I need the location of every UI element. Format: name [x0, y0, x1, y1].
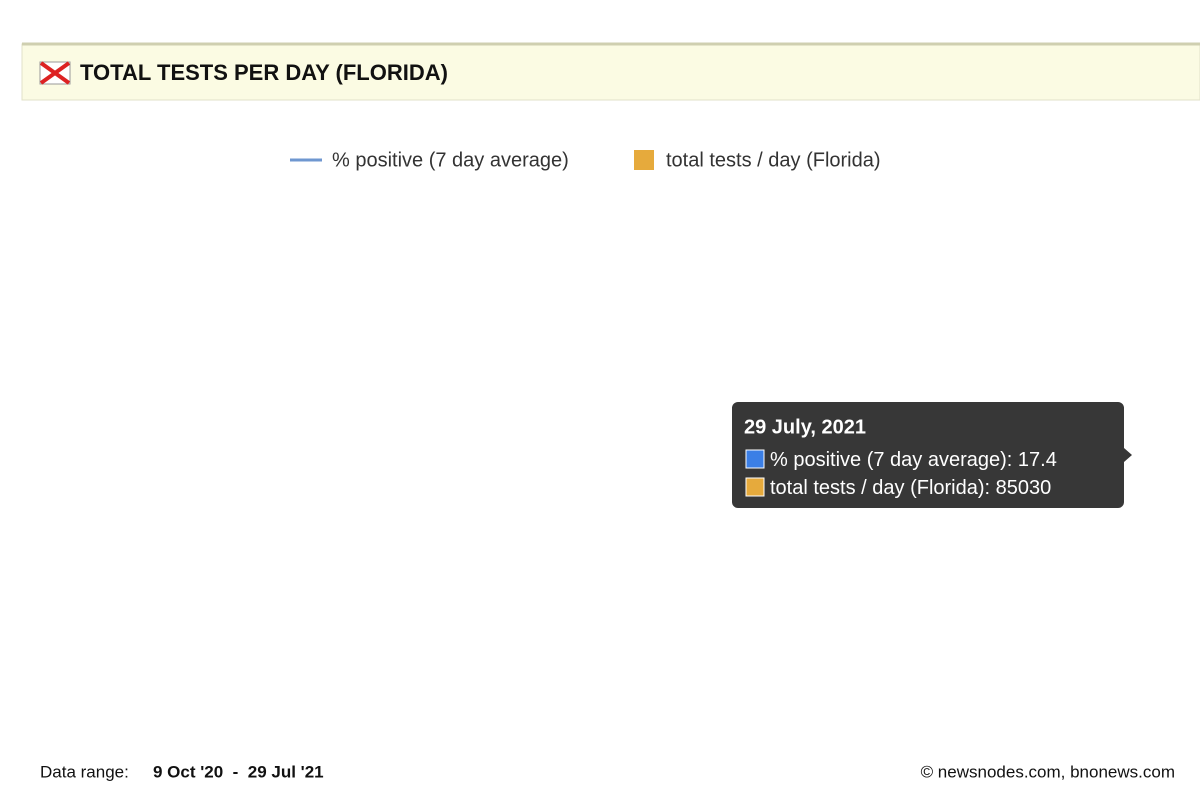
tooltip-swatch: [745, 477, 765, 497]
header-title: TOTAL TESTS PER DAY (FLORIDA): [80, 60, 448, 85]
tooltip-value: 17.4: [1018, 449, 1057, 471]
legend-label: total tests / day (Florida): [666, 149, 881, 171]
tooltip-box: [732, 402, 1132, 508]
header-bar: [21, 43, 1200, 101]
tooltip-row: total tests / day (Florida): 85030: [770, 477, 1051, 499]
credit: © newsnodes.com, bnonews.com: [921, 762, 1175, 781]
tooltip-value: 85030: [996, 477, 1052, 499]
tooltip-sep: :: [985, 477, 996, 499]
legend-bar-swatch: [634, 150, 654, 170]
legend-label: % positive (7 day average): [332, 149, 569, 171]
tooltip-series: total tests / day (Florida): [770, 477, 985, 499]
tooltip-series: % positive (7 day average): [770, 449, 1007, 471]
flag-icon: [39, 61, 71, 85]
legend: % positive (7 day average) total tests /…: [290, 149, 881, 171]
range-label: Data range:: [40, 762, 129, 781]
tooltip-title: 29 July, 2021: [744, 416, 866, 438]
tooltip: 29 July, 2021 % positive (7 day average)…: [732, 402, 1132, 508]
tooltip-row: % positive (7 day average): 17.4: [770, 449, 1057, 471]
tooltip-swatch: [745, 449, 765, 469]
range-value: 9 Oct '20 - 29 Jul '21: [153, 762, 324, 781]
tooltip-sep: :: [1007, 449, 1018, 471]
